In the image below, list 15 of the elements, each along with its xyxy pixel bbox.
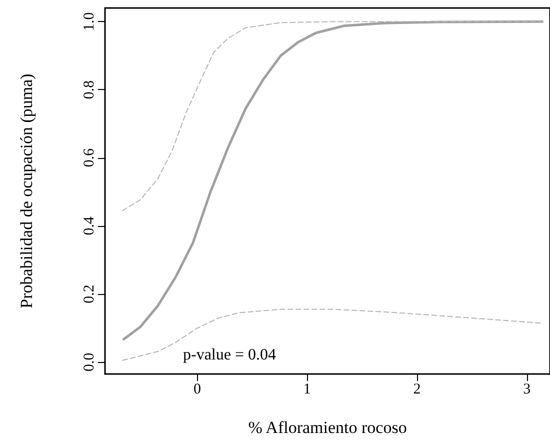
y-axis-title: Probabilidad de ocupación (puma) [17,74,36,308]
y-tick-label: 0.0 [82,352,98,372]
y-tick-label: 0.4 [82,216,98,236]
x-axis-title: % Afloramiento rocoso [248,418,407,437]
annotation: p-value = 0.04 [183,346,276,364]
line-series [122,308,543,361]
x-tick-label: 0 [194,382,202,398]
x-tick-label: 2 [413,382,421,398]
x-tick-label: 3 [523,382,531,398]
x-tick-label: 1 [303,382,311,398]
y-tick-label: 0.6 [82,148,98,168]
y-tick-label: 0.2 [82,284,98,304]
y-tick-label: 1.0 [82,12,98,31]
line-series [122,21,543,212]
y-tick-label: 0.8 [82,80,98,100]
